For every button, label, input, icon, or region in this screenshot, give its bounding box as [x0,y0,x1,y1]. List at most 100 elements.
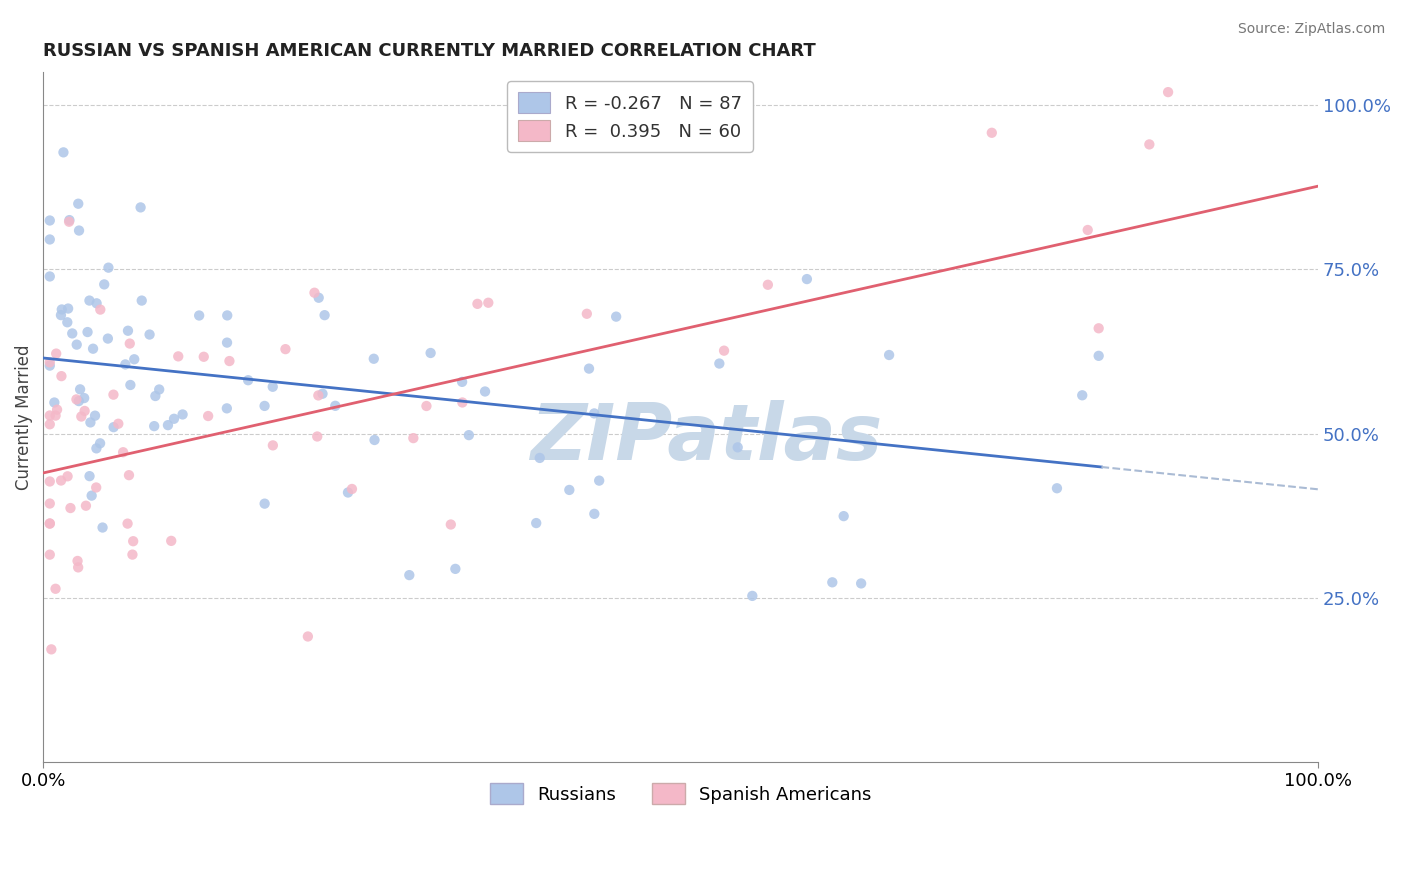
Point [877,348,900,362]
Point [605,310,627,324]
Point [58,213,80,227]
Point [402,431,425,445]
Point [398,568,420,582]
Point [262,380,284,394]
Point [51,369,73,384]
Point [79,416,101,430]
Point [821,575,844,590]
Point [444,562,467,576]
Point [97,260,120,275]
Point [38,409,60,423]
Point [727,441,749,455]
Point [56,301,79,316]
Point [756,277,779,292]
Point [138,327,160,342]
Point [578,361,600,376]
Point [741,589,763,603]
Point [474,384,496,399]
Point [66,337,89,351]
Point [118,336,141,351]
Point [79,293,101,308]
Point [1137,137,1160,152]
Point [1087,321,1109,335]
Point [69,382,91,396]
Point [440,517,463,532]
Text: ZIPatlas: ZIPatlas [530,400,883,475]
Point [38,359,60,373]
Point [45,582,67,596]
Point [197,409,219,423]
Point [217,309,239,323]
Point [558,483,581,497]
Point [46,402,69,417]
Point [38,516,60,531]
Point [236,373,259,387]
Point [457,428,479,442]
Point [38,269,60,284]
Point [67,560,90,574]
Point [38,548,60,562]
Point [419,346,441,360]
Point [307,388,329,402]
Point [253,399,276,413]
Point [451,375,474,389]
Point [980,126,1002,140]
Point [107,417,129,431]
Point [262,438,284,452]
Text: Source: ZipAtlas.com: Source: ZipAtlas.com [1237,22,1385,37]
Point [311,386,333,401]
Point [82,342,104,356]
Point [59,501,82,516]
Point [120,378,142,392]
Point [1077,223,1099,237]
Point [38,355,60,369]
Point [84,409,107,423]
Point [160,533,183,548]
Point [56,469,79,483]
Point [451,395,474,409]
Point [307,429,329,443]
Point [91,520,114,534]
Point [143,419,166,434]
Point [131,293,153,308]
Point [44,395,66,409]
Point [70,409,93,424]
Point [304,285,326,300]
Text: RUSSIAN VS SPANISH AMERICAN CURRENTLY MARRIED CORRELATION CHART: RUSSIAN VS SPANISH AMERICAN CURRENTLY MA… [44,42,815,60]
Point [117,516,139,531]
Point [713,343,735,358]
Point [45,409,67,423]
Point [38,213,60,227]
Point [308,291,330,305]
Point [45,346,67,360]
Point [583,406,606,420]
Point [76,325,98,339]
Point [167,350,190,364]
Point [89,302,111,317]
Point [163,411,186,425]
Point [253,497,276,511]
Point [80,489,103,503]
Point [849,576,872,591]
Point [340,482,363,496]
Point [86,296,108,310]
Point [588,474,610,488]
Point [575,307,598,321]
Point [52,145,75,160]
Legend: Russians, Spanish Americans: Russians, Spanish Americans [479,772,882,814]
Point [38,232,60,246]
Point [60,326,83,341]
Point [38,496,60,510]
Point [583,507,606,521]
Point [38,475,60,489]
Point [156,418,179,433]
Point [38,516,60,531]
Point [215,401,238,416]
Point [122,352,145,367]
Point [97,332,120,346]
Point [75,499,97,513]
Point [129,201,152,215]
Point [114,358,136,372]
Point [1087,349,1109,363]
Point [67,394,90,409]
